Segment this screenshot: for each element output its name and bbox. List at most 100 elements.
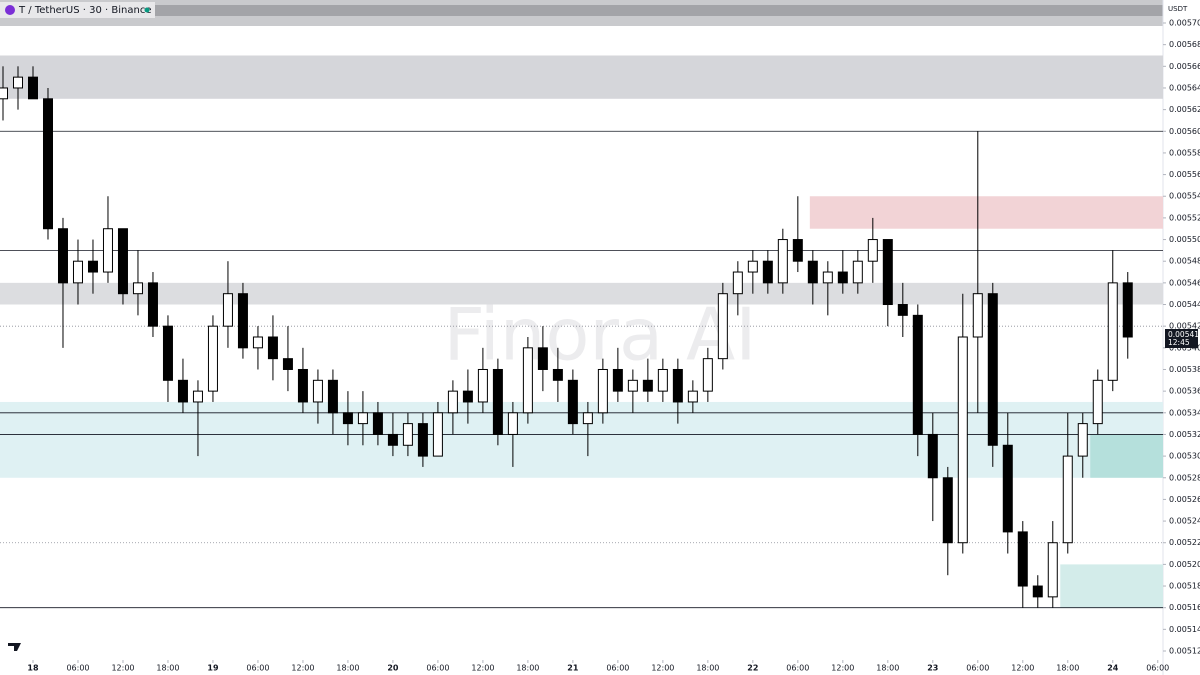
y-tick-label: 0.00550 xyxy=(1169,235,1200,244)
y-tick-label: 0.00566 xyxy=(1169,62,1200,71)
candle-body xyxy=(222,293,233,327)
x-tick-label: 06:00 xyxy=(966,664,989,673)
x-tick-label: 06:00 xyxy=(426,664,449,673)
candle-body xyxy=(117,228,128,295)
y-tick-label: 0.00564 xyxy=(1169,83,1200,92)
y-tick-label: 0.00554 xyxy=(1169,192,1200,201)
symbol-icon xyxy=(5,5,15,15)
y-tick-label: 0.00532 xyxy=(1169,430,1200,439)
x-tick-label: 22 xyxy=(747,664,758,673)
candle-body xyxy=(27,76,38,100)
candle-body xyxy=(327,379,338,414)
candle-body xyxy=(372,412,383,435)
candle-body xyxy=(897,304,908,316)
x-tick-label: 20 xyxy=(387,664,399,673)
y-tick-label: 0.00568 xyxy=(1169,40,1200,49)
candle-body xyxy=(252,336,263,349)
candle-body xyxy=(0,87,8,100)
candle-body xyxy=(1122,282,1133,338)
candle-body xyxy=(612,368,623,392)
candle-body xyxy=(837,271,848,284)
x-tick-label: 12:00 xyxy=(291,664,314,673)
symbol-title: T / TetherUS · 30 · Binance xyxy=(18,5,151,16)
candle-body xyxy=(87,260,98,273)
candle-body xyxy=(762,260,773,284)
y-tick-label: 0.00518 xyxy=(1169,582,1200,591)
last-price-label: 0.00541 xyxy=(1168,330,1199,339)
header-strip xyxy=(0,5,1163,16)
candle-body xyxy=(852,260,863,284)
last-price-box xyxy=(1165,329,1198,348)
candle-body xyxy=(732,271,743,295)
y-tick-label: 0.00544 xyxy=(1169,300,1200,309)
candle-body xyxy=(642,379,653,392)
candle-body xyxy=(1092,379,1103,425)
y-tick-label: 0.00542 xyxy=(1169,322,1200,331)
y-tick-label: 0.00552 xyxy=(1169,213,1200,222)
candle-body xyxy=(657,368,668,392)
candle-body xyxy=(237,293,248,349)
candle-body xyxy=(717,293,728,360)
candle-body xyxy=(1017,531,1028,587)
x-tick-label: 21 xyxy=(567,664,579,673)
y-tick-label: 0.00548 xyxy=(1169,257,1200,266)
candle-body xyxy=(957,336,968,544)
x-tick-label: 18:00 xyxy=(876,664,899,673)
x-tick-label: 06:00 xyxy=(246,664,269,673)
zone xyxy=(1060,564,1163,608)
zone xyxy=(0,401,1163,478)
candle-body xyxy=(567,379,578,425)
candle-body xyxy=(342,412,353,425)
zone xyxy=(809,196,1163,229)
candle-body xyxy=(432,412,443,457)
candle-body xyxy=(552,368,563,381)
candle-body xyxy=(507,412,518,435)
y-tick-label: 0.00558 xyxy=(1169,148,1200,157)
y-tick-label: 0.00538 xyxy=(1169,365,1200,374)
y-tick-label: 0.00560 xyxy=(1169,127,1200,136)
candle-body xyxy=(492,368,503,435)
y-tick-label: 0.00562 xyxy=(1169,105,1200,114)
candle-body xyxy=(522,347,533,414)
candle-body xyxy=(12,76,23,89)
candle-body xyxy=(972,293,983,338)
y-tick-label: 0.00536 xyxy=(1169,387,1200,396)
y-tick-label: 0.00534 xyxy=(1169,408,1200,417)
y-tick-label: 0.00546 xyxy=(1169,278,1200,287)
y-tick-label: 0.00516 xyxy=(1169,603,1200,612)
candle-body xyxy=(387,433,398,446)
symbol-box[interactable] xyxy=(0,2,155,18)
candle-body xyxy=(987,293,998,446)
countdown-label: 12:45 xyxy=(1168,338,1190,347)
candle-body xyxy=(627,379,638,392)
candle-body xyxy=(447,390,458,414)
y-tick-label: 0.00570 xyxy=(1169,19,1200,28)
candle-body xyxy=(42,98,53,230)
y-tick-label: 0.00520 xyxy=(1169,560,1200,569)
x-tick-label: 06:00 xyxy=(606,664,629,673)
candle-body xyxy=(597,368,608,414)
x-tick-label: 06:00 xyxy=(1146,664,1169,673)
x-tick-label: 12:00 xyxy=(831,664,854,673)
candle-body xyxy=(162,325,173,381)
candle-body xyxy=(942,477,953,544)
candle-body xyxy=(207,325,218,392)
candle-body xyxy=(777,239,788,284)
candle-body xyxy=(357,412,368,425)
candle-body xyxy=(417,423,428,457)
candle-body xyxy=(312,379,323,403)
candle-body xyxy=(687,390,698,403)
candle-body xyxy=(477,368,488,403)
x-tick-label: 18:00 xyxy=(156,664,179,673)
candle-body xyxy=(702,358,713,392)
candle-body xyxy=(462,390,473,403)
candle-body xyxy=(267,336,278,360)
candle-body xyxy=(672,368,683,403)
y-tick-label: 0.00514 xyxy=(1169,625,1200,634)
candle-body xyxy=(1047,542,1058,598)
candle-body xyxy=(57,228,68,284)
candle-body xyxy=(582,412,593,425)
y-tick-label: 0.00530 xyxy=(1169,452,1200,461)
